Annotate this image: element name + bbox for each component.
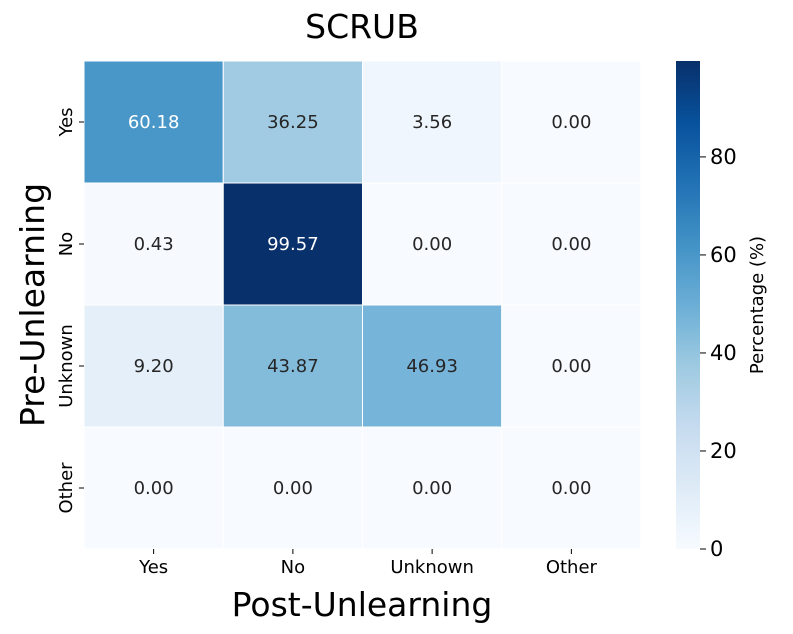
cell-value-label: 0.00: [134, 478, 174, 499]
colorbar-tick-label: 60: [710, 243, 737, 267]
heatmap-cell: [362, 60, 503, 184]
heatmap-cell: [83, 182, 224, 306]
x-tick-label: No: [281, 557, 305, 578]
heatmap-cell: [222, 182, 363, 306]
cell-value-label: 0.00: [551, 356, 591, 377]
cell-value-label: 0.00: [412, 234, 452, 255]
colorbar-tick-label: 40: [710, 341, 737, 365]
colorbar-tick-label: 0: [710, 537, 723, 561]
colorbar: [676, 61, 700, 549]
heatmap-cell: [501, 60, 642, 184]
cell-value-label: 3.56: [412, 112, 452, 133]
cell-value-label: 0.43: [134, 234, 174, 255]
colorbar-tick-label: 20: [710, 439, 737, 463]
cell-value-label: 43.87: [267, 356, 319, 377]
x-tick-label: Unknown: [390, 557, 474, 578]
cell-value-label: 60.18: [128, 112, 180, 133]
y-tick-label: Unknown: [56, 324, 77, 408]
cell-value-label: 99.57: [267, 234, 319, 255]
heatmap-cell: [222, 60, 363, 184]
cell-value-label: 0.00: [551, 478, 591, 499]
heatmap-cells: 60.18 36.25 3.56 0.00 0.43 99.57 0.00 0.00 9.20 4…: [83, 60, 642, 550]
heatmap-cell: [362, 426, 503, 550]
cell-value-label: 0.00: [551, 234, 591, 255]
x-tick-label: Other: [546, 557, 598, 578]
cell-value-label: 36.25: [267, 112, 319, 133]
heatmap-cell: [83, 60, 224, 184]
x-axis-title: Post-Unlearning: [232, 585, 493, 624]
y-axis-title: Pre-Unlearning: [13, 183, 52, 427]
colorbar-title: Percentage (%): [747, 236, 768, 374]
x-tick-label: Yes: [138, 557, 168, 578]
cell-value-label: 46.93: [406, 356, 458, 377]
cell-value-label: 9.20: [134, 356, 174, 377]
heatmap-cell: [501, 304, 642, 428]
heatmap-cell: [222, 426, 363, 550]
cell-value-label: 0.00: [551, 112, 591, 133]
colorbar-tick-label: 80: [710, 145, 737, 169]
heatmap-cell: [222, 304, 363, 428]
heatmap-cell: [83, 426, 224, 550]
chart-title: SCRUB: [305, 7, 419, 46]
cell-value-label: 0.00: [273, 478, 313, 499]
heatmap-cell: [501, 426, 642, 550]
y-tick-label: Yes: [56, 107, 77, 137]
y-tick-label: Other: [56, 462, 77, 514]
x-tick-labels: Yes No Unknown Other: [138, 549, 598, 578]
y-tick-label: No: [56, 232, 77, 256]
y-tick-labels: Yes No Unknown Other: [56, 107, 84, 514]
cell-value-label: 0.00: [412, 478, 452, 499]
heatmap-cell: [501, 182, 642, 306]
colorbar-ticks: 0 20 40 60 80: [700, 145, 737, 561]
